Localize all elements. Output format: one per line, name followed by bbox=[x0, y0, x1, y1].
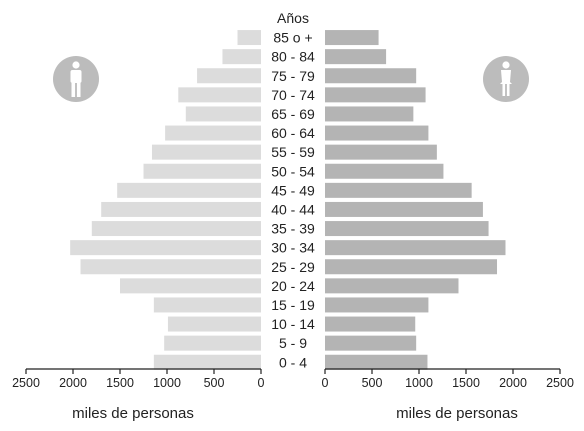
bar-male bbox=[153, 354, 261, 370]
x-tick-label-left: 1500 bbox=[106, 376, 134, 390]
x-tick-label-right: 500 bbox=[362, 376, 383, 390]
axes: 2500 2000 1500 1000 500 0 0 500 1000 1500 2000 2500… bbox=[12, 368, 574, 422]
male-bars bbox=[70, 30, 262, 370]
icon-leg bbox=[502, 84, 506, 96]
bar-male bbox=[178, 87, 261, 103]
x-tick-label-left: 500 bbox=[204, 376, 225, 390]
age-labels: Años 85 o + 80 - 84 75 - 79 70 - 74 65 - 69 60… bbox=[271, 10, 315, 370]
icon-head bbox=[502, 61, 510, 69]
icon-head bbox=[72, 61, 80, 69]
icon-dress bbox=[500, 70, 512, 84]
x-tick-label-right: 1500 bbox=[452, 376, 480, 390]
x-tick-label-left: 2500 bbox=[12, 376, 40, 390]
age-group-label: 80 - 84 bbox=[271, 49, 315, 65]
bar-female bbox=[325, 240, 506, 256]
x-tick-label-right: 1000 bbox=[405, 376, 433, 390]
age-group-label: 75 - 79 bbox=[271, 68, 315, 84]
female-icon bbox=[483, 56, 529, 102]
icon-leg bbox=[506, 84, 510, 96]
age-group-label: 0 - 4 bbox=[279, 354, 307, 370]
bar-female bbox=[325, 297, 429, 313]
bar-female bbox=[325, 125, 429, 141]
bar-male bbox=[153, 297, 261, 313]
x-axis-title-right: miles de personas bbox=[396, 405, 518, 422]
bar-female bbox=[325, 30, 379, 46]
x-tick-label-left: 0 bbox=[258, 376, 265, 390]
x-tick-label-left: 1000 bbox=[153, 376, 181, 390]
icon-torso bbox=[70, 70, 82, 83]
bar-female bbox=[325, 87, 426, 103]
bar-male bbox=[117, 182, 262, 198]
bar-male bbox=[151, 144, 261, 160]
bar-female bbox=[325, 316, 416, 332]
bar-female bbox=[325, 144, 437, 160]
x-axis-title-left: miles de personas bbox=[72, 405, 194, 422]
age-group-label: 85 o + bbox=[273, 30, 312, 46]
bar-male bbox=[185, 106, 261, 122]
age-group-label: 25 - 29 bbox=[271, 259, 315, 275]
bar-male bbox=[164, 335, 261, 351]
x-tick-label-right: 0 bbox=[322, 376, 329, 390]
female-bars bbox=[325, 30, 506, 370]
bar-male bbox=[80, 259, 262, 275]
bar-male bbox=[222, 49, 261, 65]
bar-male bbox=[165, 125, 261, 141]
bar-female bbox=[325, 49, 387, 65]
icon-leg bbox=[71, 83, 76, 97]
age-group-label: 40 - 44 bbox=[271, 201, 315, 217]
bar-male bbox=[143, 163, 261, 179]
bar-male bbox=[91, 221, 261, 237]
bar-male bbox=[167, 316, 261, 332]
bar-female bbox=[325, 335, 417, 351]
age-group-label: 5 - 9 bbox=[279, 335, 307, 351]
bar-female bbox=[325, 354, 428, 370]
age-group-label: 35 - 39 bbox=[271, 221, 315, 237]
bar-male bbox=[120, 278, 261, 294]
age-group-label: 60 - 64 bbox=[271, 125, 315, 141]
age-group-label: 30 - 34 bbox=[271, 240, 315, 256]
x-tick-label-left: 2000 bbox=[59, 376, 87, 390]
bar-female bbox=[325, 201, 483, 217]
age-group-label: 65 - 69 bbox=[271, 106, 315, 122]
x-tick-label-right: 2000 bbox=[499, 376, 527, 390]
age-axis-header: Años bbox=[277, 10, 309, 26]
bar-female bbox=[325, 163, 444, 179]
male-icon bbox=[53, 56, 99, 102]
x-tick-label-right: 2500 bbox=[546, 376, 574, 390]
bar-male bbox=[197, 68, 261, 84]
bar-female bbox=[325, 259, 498, 275]
bar-female bbox=[325, 68, 417, 84]
icons bbox=[53, 56, 529, 102]
age-group-label: 10 - 14 bbox=[271, 316, 315, 332]
age-group-label: 55 - 59 bbox=[271, 144, 315, 160]
age-group-label: 50 - 54 bbox=[271, 163, 315, 179]
icon-leg bbox=[76, 83, 81, 97]
bar-male bbox=[101, 201, 261, 217]
age-group-label: 45 - 49 bbox=[271, 182, 315, 198]
bar-female bbox=[325, 221, 489, 237]
bar-male bbox=[237, 30, 261, 46]
age-group-label: 70 - 74 bbox=[271, 87, 315, 103]
bar-female bbox=[325, 106, 414, 122]
bar-female bbox=[325, 278, 459, 294]
age-group-label: 20 - 24 bbox=[271, 278, 315, 294]
age-group-label: 15 - 19 bbox=[271, 297, 315, 313]
bar-male bbox=[70, 240, 262, 256]
bar-female bbox=[325, 182, 472, 198]
